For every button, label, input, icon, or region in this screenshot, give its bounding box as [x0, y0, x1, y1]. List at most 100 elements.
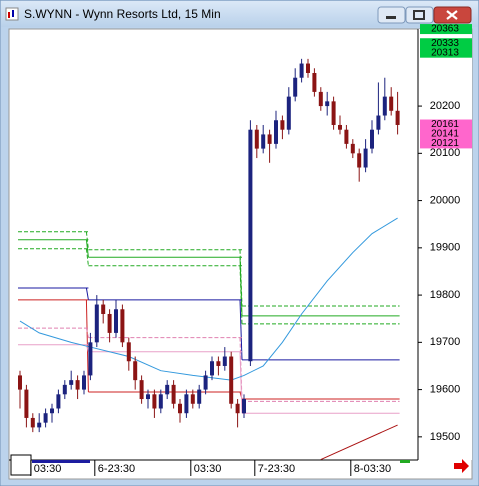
indicator-line — [19, 217, 398, 381]
step-connector — [85, 328, 89, 338]
candle-body — [395, 110, 400, 125]
candle-body — [389, 96, 394, 111]
candle-body — [261, 134, 266, 149]
candle-body — [267, 134, 272, 144]
candle-body — [370, 129, 374, 149]
candle-body — [203, 375, 208, 390]
candle-body — [197, 389, 202, 404]
price-tag — [420, 47, 472, 58]
candle-body — [158, 394, 163, 409]
scroll-bar[interactable] — [32, 460, 90, 463]
candle-body — [274, 120, 278, 144]
candle-body — [210, 361, 214, 376]
candle-body — [216, 361, 221, 366]
price-tag-label: 20161 — [431, 119, 459, 130]
candle-body — [50, 408, 54, 414]
price-tag — [420, 138, 472, 149]
candle-body — [107, 313, 112, 333]
candle-body — [56, 394, 61, 409]
y-tick-label: 20000 — [430, 194, 461, 206]
candle-body — [165, 384, 170, 395]
x-tick-label: 6-23:30 — [98, 463, 135, 475]
y-tick-label: 20200 — [430, 100, 461, 112]
indicator-line — [320, 424, 398, 460]
candle-body — [69, 380, 74, 385]
candle-body — [101, 304, 106, 314]
candle-body — [382, 96, 387, 116]
candle-body — [88, 342, 93, 376]
scroll-marker — [400, 460, 410, 463]
candle-body — [280, 120, 285, 130]
step-connector — [239, 351, 243, 414]
x-tick-label: 03:30 — [194, 463, 222, 475]
step-connector — [239, 265, 243, 324]
candle-body — [133, 361, 138, 381]
candle-body — [37, 422, 42, 428]
maximize-button[interactable] — [405, 6, 434, 24]
candle-body — [120, 309, 125, 343]
candle-body — [318, 91, 323, 107]
candle-body — [248, 129, 253, 362]
price-tag — [420, 119, 472, 130]
candle-body — [43, 413, 48, 423]
y-tick-label: 19900 — [430, 242, 461, 254]
price-tag-label: 20121 — [431, 138, 459, 149]
candle-body — [30, 417, 35, 428]
candle-body — [357, 153, 362, 168]
close-icon — [446, 10, 458, 20]
candle-body — [190, 394, 195, 404]
candle-body — [312, 73, 317, 92]
price-tag-label: 20333 — [431, 38, 459, 49]
price-tag-label: 20313 — [431, 47, 459, 58]
candle-body — [171, 384, 176, 404]
candle-body — [338, 124, 342, 130]
price-tag — [420, 128, 472, 139]
x-tick-label: 7-23:30 — [258, 463, 295, 475]
price-axis — [418, 29, 472, 460]
candle-body — [146, 394, 150, 400]
candle-body — [299, 63, 304, 78]
minimize-button[interactable] — [377, 6, 406, 24]
step-connector — [85, 287, 89, 300]
app-icon-bar — [12, 10, 14, 17]
price-tag-label: 20363 — [431, 24, 459, 35]
x-tick-label: 03:30 — [34, 463, 62, 475]
candle-body — [331, 101, 336, 125]
candle-body — [152, 394, 157, 409]
window-title: S.WYNN - Wynn Resorts Ltd, 15 Min — [24, 7, 221, 21]
candle-body — [306, 63, 310, 73]
price-tag-label: 20141 — [431, 129, 459, 140]
candle-body — [75, 380, 80, 390]
price-tag — [420, 38, 472, 49]
candle-body — [114, 309, 118, 333]
candle-body — [325, 101, 330, 107]
candle-body — [184, 394, 189, 414]
corner-box[interactable] — [10, 454, 32, 476]
candle-body — [376, 115, 381, 130]
candle-body — [94, 304, 99, 343]
candle-body — [235, 403, 240, 414]
y-tick-label: 20100 — [430, 147, 461, 159]
step-connector — [85, 231, 89, 250]
candle-body — [229, 356, 234, 404]
app-icon-bar — [8, 12, 10, 18]
candle-body — [344, 129, 349, 144]
candle-body — [126, 342, 131, 362]
y-tick-label: 19500 — [430, 431, 461, 443]
candle-body — [293, 77, 298, 97]
chart-area — [8, 28, 473, 480]
candle-body — [178, 403, 182, 414]
y-tick-label: 19700 — [430, 336, 461, 348]
maximize-icon — [413, 10, 425, 20]
y-tick-label: 19800 — [430, 289, 461, 301]
candle-body — [139, 380, 144, 400]
candle-body — [242, 399, 246, 414]
candle-body — [222, 356, 227, 366]
scroll-arrow[interactable] — [454, 459, 469, 473]
step-connector — [239, 299, 243, 360]
price-tag — [420, 24, 472, 35]
candle-body — [254, 129, 259, 149]
minimize-icon — [386, 16, 396, 19]
candle-body — [18, 375, 22, 390]
